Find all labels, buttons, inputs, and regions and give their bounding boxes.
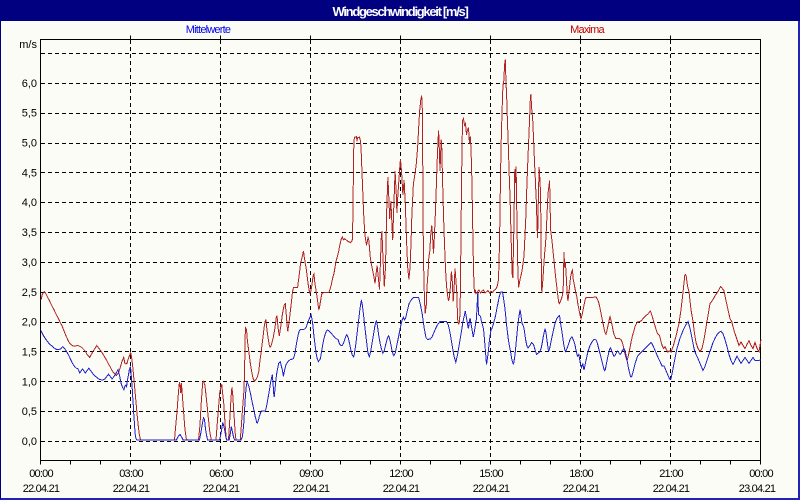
svg-text:4,5: 4,5 — [22, 167, 37, 179]
svg-text:22.04.21: 22.04.21 — [473, 483, 510, 495]
svg-text:00:00: 00:00 — [749, 468, 773, 480]
svg-text:22.04.21: 22.04.21 — [383, 483, 420, 495]
svg-text:3,0: 3,0 — [22, 257, 37, 269]
svg-text:22.04.21: 22.04.21 — [203, 483, 240, 495]
svg-text:5,0: 5,0 — [22, 138, 37, 150]
svg-text:5,5: 5,5 — [22, 108, 37, 120]
svg-text:3,5: 3,5 — [22, 227, 37, 239]
svg-text:22.04.21: 22.04.21 — [563, 483, 600, 495]
svg-text:2,0: 2,0 — [22, 317, 37, 329]
svg-text:09:00: 09:00 — [299, 468, 323, 480]
svg-text:22.04.21: 22.04.21 — [113, 483, 150, 495]
svg-text:1,5: 1,5 — [22, 347, 37, 359]
svg-text:m/s: m/s — [19, 39, 37, 51]
svg-text:15:00: 15:00 — [479, 468, 503, 480]
svg-text:0,0: 0,0 — [22, 436, 37, 448]
svg-text:4,0: 4,0 — [22, 197, 37, 209]
svg-text:22.04.21: 22.04.21 — [653, 483, 690, 495]
svg-text:06:00: 06:00 — [209, 468, 233, 480]
svg-text:1,0: 1,0 — [22, 376, 37, 388]
svg-text:21:00: 21:00 — [659, 468, 683, 480]
svg-text:0,5: 0,5 — [22, 406, 37, 418]
svg-text:03:00: 03:00 — [119, 468, 143, 480]
svg-text:00:00: 00:00 — [29, 468, 53, 480]
svg-text:22.04.21: 22.04.21 — [293, 483, 330, 495]
svg-text:12:00: 12:00 — [389, 468, 413, 480]
svg-text:2,5: 2,5 — [22, 287, 37, 299]
svg-text:18:00: 18:00 — [569, 468, 593, 480]
svg-text:23.04.21: 23.04.21 — [739, 483, 776, 495]
svg-text:6,0: 6,0 — [22, 78, 37, 90]
svg-text:22.04.21: 22.04.21 — [23, 483, 60, 495]
